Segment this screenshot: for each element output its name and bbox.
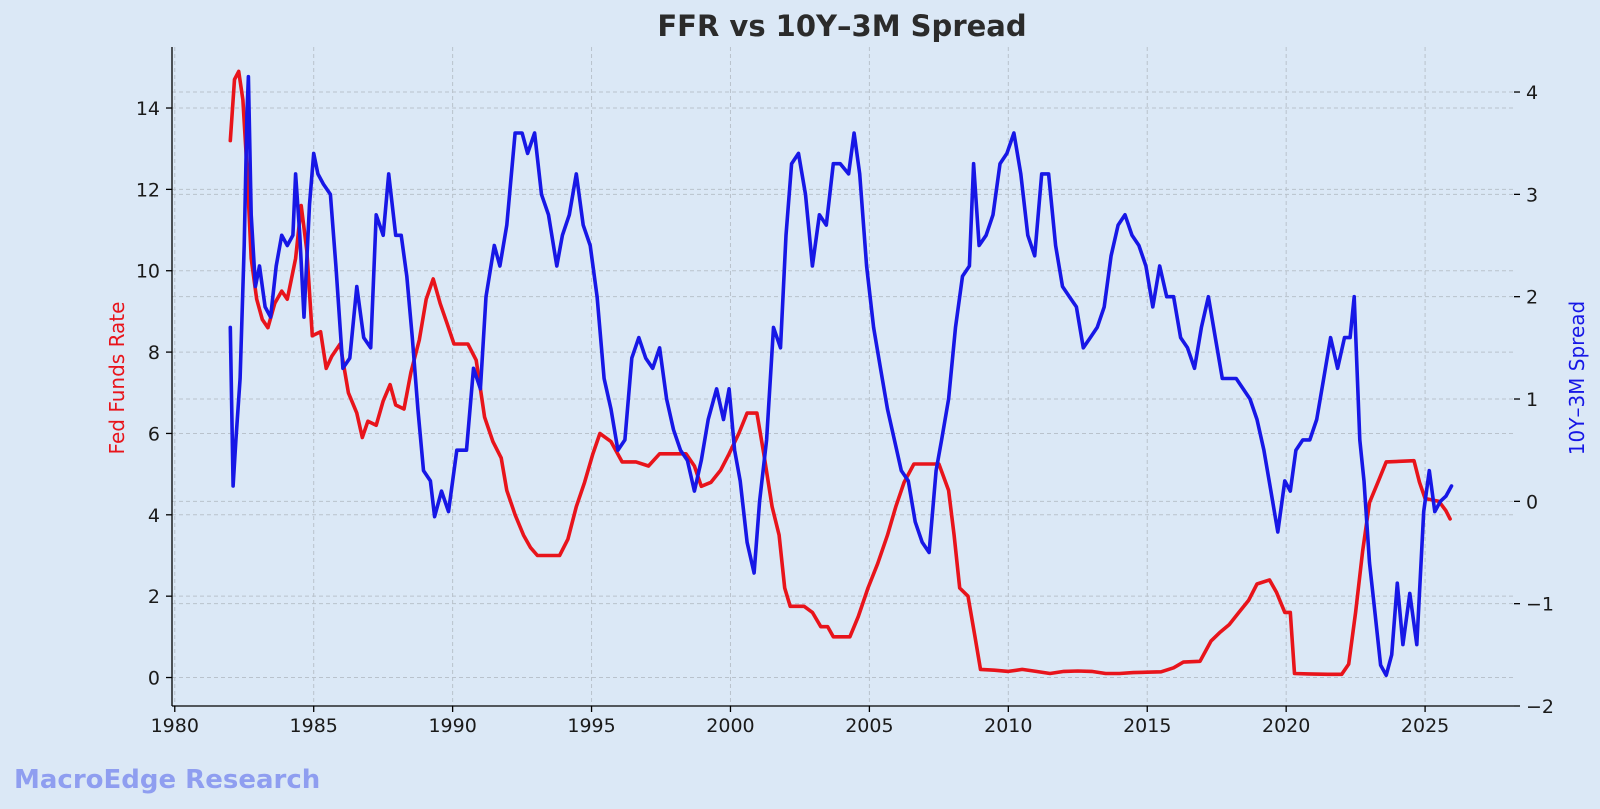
grid-layer xyxy=(172,47,1514,707)
x-tick-label: 2025 xyxy=(1401,715,1449,737)
left-y-tick-label: 10 xyxy=(136,261,160,283)
x-tick-label: 2015 xyxy=(1123,715,1171,737)
x-tick-label: 1990 xyxy=(428,715,476,737)
right-y-tick-label: −2 xyxy=(1526,696,1554,718)
x-tick-label: 1980 xyxy=(151,715,199,737)
x-tick-label: 2000 xyxy=(706,715,754,737)
watermark: MacroEdge Research xyxy=(14,765,321,795)
right-y-tick-label: 0 xyxy=(1526,491,1538,513)
right-y-tick-label: 2 xyxy=(1526,287,1538,309)
left-y-tick-label: 2 xyxy=(148,586,160,608)
right-y-tick-label: 1 xyxy=(1526,389,1538,411)
chart-title: FFR vs 10Y–3M Spread xyxy=(657,9,1026,43)
right-axis-label: 10Y–3M Spread xyxy=(1565,301,1589,455)
left-y-tick-label: 6 xyxy=(148,423,160,445)
right-y-tick-label: −1 xyxy=(1526,594,1554,616)
right-y-tick-label: 3 xyxy=(1526,184,1538,206)
x-tick-label: 1985 xyxy=(290,715,338,737)
x-tick-label: 2005 xyxy=(845,715,893,737)
left-y-tick-label: 14 xyxy=(136,98,160,120)
series-line-10y-3m-spread xyxy=(228,74,1454,678)
x-tick-label: 2020 xyxy=(1262,715,1310,737)
x-tick-label: 1995 xyxy=(567,715,615,737)
left-axis-label: Fed Funds Rate xyxy=(105,302,129,455)
series-line-fed-funds-rate xyxy=(228,69,1452,677)
left-y-tick-label: 12 xyxy=(136,179,160,201)
left-y-tick-label: 0 xyxy=(148,668,160,690)
axes-layer: 1980 1985 1990 1995 2000 2005 2010 2015 2020 2025… xyxy=(136,47,1554,737)
left-y-tick-label: 4 xyxy=(148,505,160,527)
series-layer xyxy=(228,69,1454,678)
left-y-tick-label: 8 xyxy=(148,342,160,364)
right-y-tick-label: 4 xyxy=(1526,82,1538,104)
x-tick-label: 2010 xyxy=(984,715,1032,737)
